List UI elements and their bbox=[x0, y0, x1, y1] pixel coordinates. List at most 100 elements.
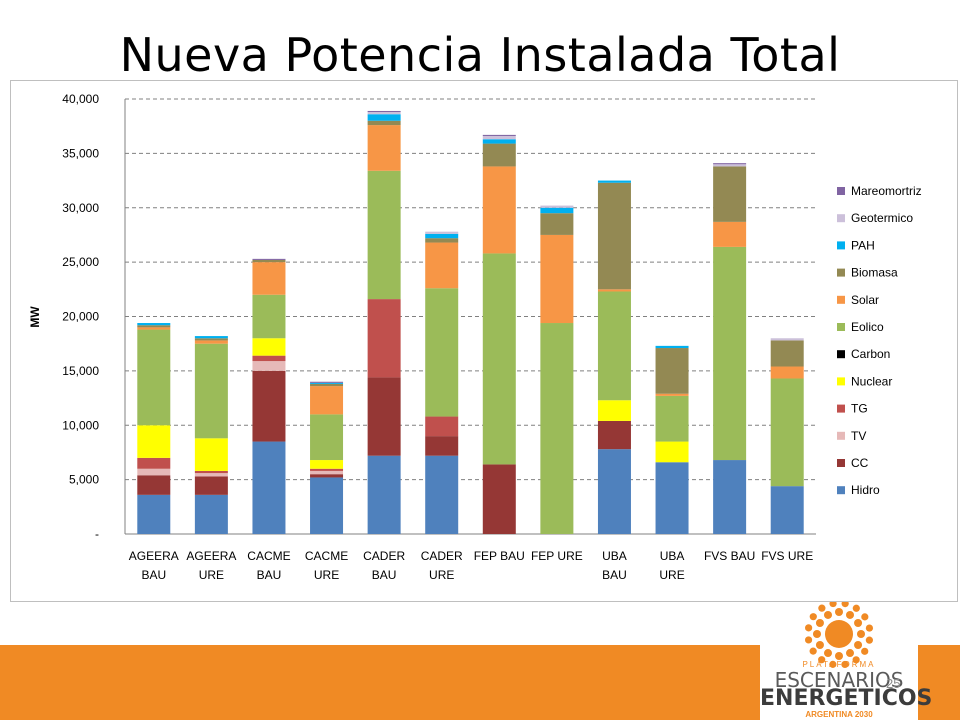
x-tick-label: CADER bbox=[421, 549, 463, 563]
bar-segment-nuclear bbox=[137, 425, 171, 458]
legend-swatch-mareomotriz bbox=[837, 187, 845, 195]
bar-segment-solar bbox=[310, 386, 344, 415]
bar-segment-tv bbox=[137, 468, 171, 476]
logo-dot bbox=[824, 610, 832, 619]
bar-segment-pah bbox=[597, 180, 631, 183]
bar-segment-eolico bbox=[482, 253, 516, 465]
logo-dot bbox=[804, 636, 813, 644]
bar-segment-solar bbox=[194, 340, 228, 344]
bar-segment-cc bbox=[137, 475, 171, 495]
logo-dot bbox=[841, 660, 849, 669]
y-tick-label: 40,000 bbox=[62, 92, 99, 106]
bar-segment-cc bbox=[482, 464, 516, 534]
legend-label-nuclear: Nuclear bbox=[851, 374, 892, 388]
bar-segment-solar bbox=[655, 393, 689, 396]
x-tick-label: URE bbox=[199, 568, 224, 582]
bar-segment-hidro bbox=[252, 441, 286, 534]
logo-energeticos-text: ENERGETICOS bbox=[760, 686, 933, 711]
bar-segment-biomasa bbox=[713, 166, 747, 222]
x-tick-label: BAU bbox=[602, 568, 627, 582]
logo-dot bbox=[829, 660, 837, 668]
bar-segment-pah bbox=[310, 382, 344, 384]
legend-label-carbon: Carbon bbox=[851, 347, 890, 361]
legend-swatch-eolico bbox=[837, 323, 845, 331]
bar-segment-eolico bbox=[194, 343, 228, 439]
legend-swatch-tg bbox=[837, 404, 845, 413]
bar-segment-mareomotriz bbox=[713, 163, 747, 165]
logo-dot bbox=[841, 602, 849, 608]
logo-dot bbox=[846, 649, 854, 658]
bar-segment-hidro bbox=[597, 449, 631, 534]
bar-segment-biomasa bbox=[655, 348, 689, 394]
bar-segment-hidro bbox=[770, 486, 804, 534]
legend-label-mareomotriz: Mareomortriz bbox=[851, 184, 922, 198]
bar-segment-tv bbox=[252, 361, 286, 371]
bar-segment-hidro bbox=[425, 455, 459, 534]
bar-segment-hidro bbox=[194, 494, 228, 534]
bar-segment-cc bbox=[597, 420, 631, 450]
bar-segment-solar bbox=[770, 366, 804, 379]
y-tick-label: 20,000 bbox=[62, 310, 99, 324]
bar-segment-eolico bbox=[713, 246, 747, 461]
legend-swatch-geotermico bbox=[837, 214, 845, 223]
bar-segment-nuclear bbox=[310, 460, 344, 469]
bar-segment-cc bbox=[252, 370, 286, 442]
stacked-bar-chart: - 5,000 10,000 15,000 20,000 25,000 30,000 35,0… bbox=[28, 92, 922, 582]
bar-segment-pah bbox=[540, 207, 574, 214]
bar-segment-hidro bbox=[655, 462, 689, 534]
legend-label-pah: PAH bbox=[851, 238, 875, 252]
logo-dot bbox=[815, 641, 824, 649]
bar-segment-geotermico bbox=[425, 231, 459, 234]
y-tick-label: 35,000 bbox=[62, 146, 99, 160]
x-tick-label: UBA bbox=[660, 549, 685, 563]
bar-segment-solar bbox=[367, 125, 401, 171]
bar-segment-eolico bbox=[597, 291, 631, 401]
logo-dot bbox=[852, 604, 860, 612]
bar-segment-solar bbox=[597, 289, 631, 292]
bar-segment-tg bbox=[194, 470, 228, 474]
page-number: 25 bbox=[886, 676, 901, 691]
bar-segment-solar bbox=[137, 327, 171, 330]
x-tick-label: AGEERA bbox=[129, 549, 179, 563]
bar-segment-biomasa bbox=[252, 259, 286, 263]
logo-dot bbox=[854, 641, 863, 649]
bar-segment-eolico bbox=[540, 323, 574, 534]
logo-dot bbox=[818, 656, 826, 664]
logo-argentina-text: ARGENTINA 2030 bbox=[805, 710, 873, 719]
logo-dot bbox=[813, 630, 821, 638]
bar-segment-solar bbox=[482, 166, 516, 254]
bar-segment-tg bbox=[367, 299, 401, 378]
bar-segment-biomasa bbox=[310, 383, 344, 387]
bar-segment-eolico bbox=[367, 170, 401, 300]
bar-segment-mareomotriz bbox=[310, 381, 344, 383]
bar-segment-tg bbox=[252, 355, 286, 362]
bar-segment-eolico bbox=[770, 378, 804, 487]
logo-dot bbox=[861, 647, 869, 655]
bar-segment-geotermico bbox=[540, 205, 574, 208]
x-tick-label: CADER bbox=[363, 549, 405, 563]
bar-segment-cc bbox=[367, 377, 401, 456]
logo-dot bbox=[835, 608, 843, 616]
bar-segment-biomasa bbox=[194, 338, 228, 341]
bar-segment-tg bbox=[310, 468, 344, 471]
bar-segment-geotermico bbox=[713, 164, 747, 167]
logo-dot bbox=[852, 656, 860, 664]
bar-segment-nuclear bbox=[597, 400, 631, 421]
slide-title: Nueva Potencia Instalada Total bbox=[119, 28, 841, 82]
bar-segment-eolico bbox=[310, 414, 344, 461]
x-tick-label: CACME bbox=[305, 549, 348, 563]
x-tick-label: FVS URE bbox=[761, 549, 813, 563]
bar-segment-solar bbox=[252, 262, 286, 295]
logo-dot bbox=[824, 649, 832, 658]
logo-dot bbox=[809, 613, 817, 621]
legend-swatch-carbon bbox=[837, 350, 845, 359]
logo-plataforma-text: PLATAFORMA bbox=[802, 660, 876, 669]
bar-segment-geotermico bbox=[482, 135, 516, 140]
bar-segment-tv bbox=[194, 473, 228, 477]
bar-segment-biomasa bbox=[540, 213, 574, 235]
sun-logo-icon bbox=[804, 602, 874, 669]
bar-segment-hidro bbox=[310, 477, 344, 534]
chart-frame: - 5,000 10,000 15,000 20,000 25,000 30,000 35,0… bbox=[10, 80, 958, 602]
logo-dot bbox=[818, 604, 826, 612]
bar-segment-mareomotriz bbox=[367, 110, 401, 113]
